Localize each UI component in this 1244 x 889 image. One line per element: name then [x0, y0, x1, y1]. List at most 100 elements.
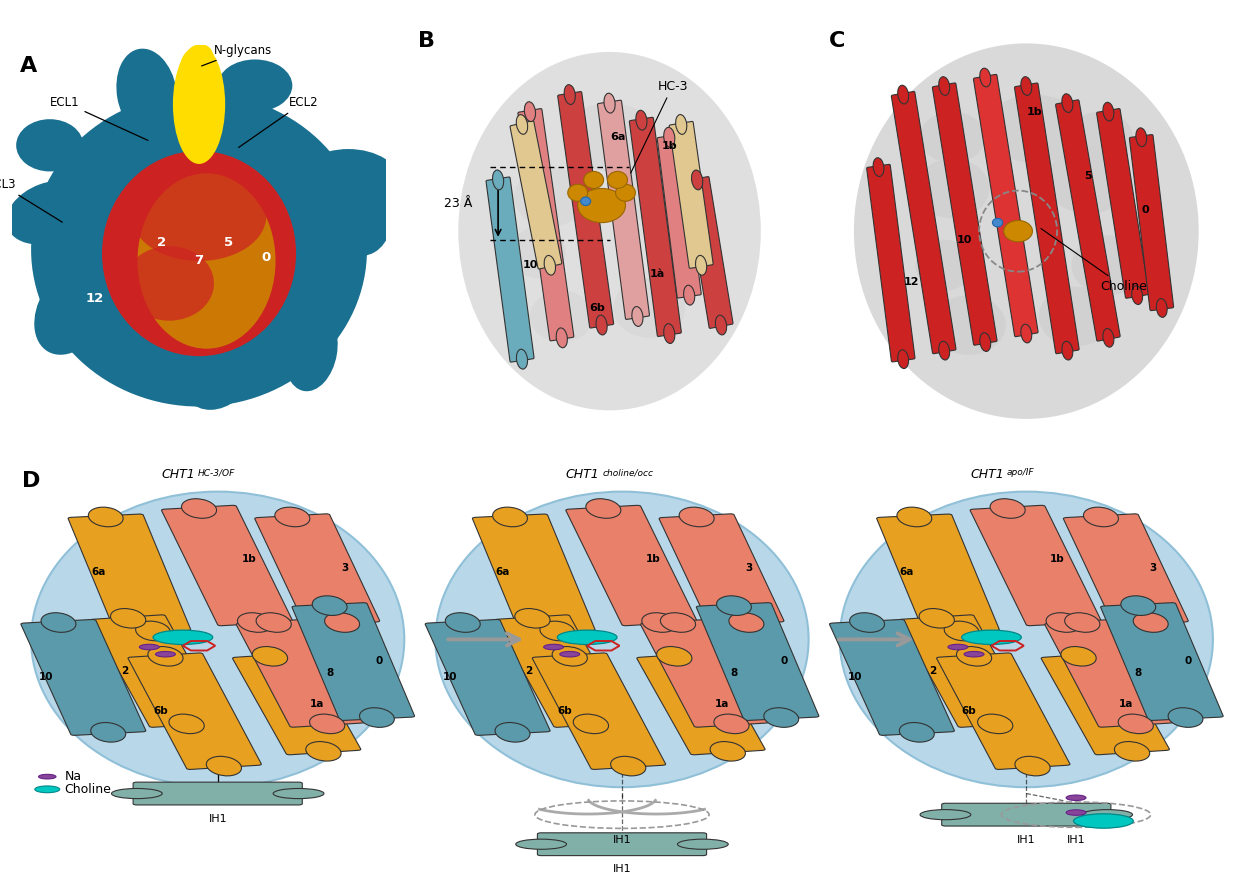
- Text: 10: 10: [522, 260, 537, 270]
- Text: CHT1: CHT1: [970, 469, 1004, 481]
- FancyBboxPatch shape: [537, 833, 707, 855]
- Text: 1à: 1à: [649, 268, 666, 279]
- FancyBboxPatch shape: [1101, 603, 1223, 720]
- Text: ECL3: ECL3: [0, 178, 62, 222]
- Ellipse shape: [516, 115, 527, 134]
- Ellipse shape: [435, 492, 809, 788]
- Text: 0: 0: [376, 655, 383, 666]
- FancyBboxPatch shape: [937, 653, 1070, 770]
- Ellipse shape: [1074, 813, 1133, 829]
- Ellipse shape: [253, 646, 287, 666]
- Ellipse shape: [156, 652, 175, 657]
- Ellipse shape: [458, 52, 761, 411]
- Ellipse shape: [285, 310, 337, 391]
- Text: IH1: IH1: [1067, 835, 1085, 845]
- Ellipse shape: [565, 84, 575, 105]
- Text: 6a: 6a: [495, 567, 510, 577]
- FancyBboxPatch shape: [867, 164, 916, 362]
- FancyBboxPatch shape: [1097, 108, 1149, 298]
- Text: 2: 2: [525, 666, 532, 676]
- Ellipse shape: [6, 180, 93, 244]
- Ellipse shape: [764, 708, 799, 727]
- Text: 5: 5: [1084, 171, 1092, 180]
- Text: B: B: [418, 30, 435, 51]
- Ellipse shape: [980, 332, 990, 351]
- FancyBboxPatch shape: [1130, 134, 1173, 310]
- Ellipse shape: [180, 48, 210, 85]
- Ellipse shape: [1133, 613, 1168, 632]
- Ellipse shape: [35, 786, 60, 793]
- Ellipse shape: [1118, 714, 1153, 733]
- Ellipse shape: [124, 246, 214, 321]
- Text: choline/occ: choline/occ: [602, 469, 653, 477]
- Ellipse shape: [899, 723, 934, 742]
- Ellipse shape: [607, 172, 627, 188]
- Ellipse shape: [661, 613, 695, 632]
- FancyBboxPatch shape: [1015, 83, 1079, 354]
- Ellipse shape: [919, 609, 954, 628]
- Ellipse shape: [325, 613, 360, 632]
- FancyBboxPatch shape: [68, 514, 190, 634]
- Text: 0: 0: [1142, 204, 1149, 215]
- Text: 3: 3: [745, 563, 753, 573]
- Ellipse shape: [919, 112, 985, 163]
- Ellipse shape: [91, 723, 126, 742]
- Ellipse shape: [1067, 112, 1133, 163]
- Ellipse shape: [321, 183, 391, 256]
- Ellipse shape: [962, 630, 1021, 645]
- Ellipse shape: [605, 93, 615, 113]
- Ellipse shape: [1082, 810, 1132, 820]
- Ellipse shape: [1084, 507, 1118, 527]
- Ellipse shape: [510, 227, 566, 278]
- Ellipse shape: [192, 44, 214, 75]
- FancyBboxPatch shape: [641, 620, 769, 727]
- Text: CHT1: CHT1: [162, 469, 195, 481]
- FancyBboxPatch shape: [425, 620, 550, 735]
- Text: IH1: IH1: [1018, 835, 1035, 845]
- FancyBboxPatch shape: [637, 653, 765, 755]
- Ellipse shape: [274, 789, 323, 798]
- Ellipse shape: [642, 613, 677, 632]
- Ellipse shape: [516, 349, 527, 369]
- Ellipse shape: [1103, 329, 1113, 347]
- Text: HC-3/OF: HC-3/OF: [198, 469, 235, 477]
- FancyBboxPatch shape: [1056, 100, 1120, 341]
- FancyBboxPatch shape: [892, 92, 955, 354]
- Ellipse shape: [560, 652, 580, 657]
- Ellipse shape: [544, 255, 556, 275]
- FancyBboxPatch shape: [1045, 620, 1173, 727]
- FancyBboxPatch shape: [91, 615, 224, 727]
- Ellipse shape: [256, 613, 291, 632]
- FancyBboxPatch shape: [486, 177, 534, 362]
- Ellipse shape: [136, 621, 170, 641]
- Ellipse shape: [939, 76, 949, 95]
- Text: 0: 0: [780, 655, 787, 666]
- FancyBboxPatch shape: [532, 653, 666, 770]
- Ellipse shape: [675, 115, 687, 134]
- Ellipse shape: [1046, 613, 1081, 632]
- FancyBboxPatch shape: [128, 653, 261, 770]
- Text: 5: 5: [224, 236, 234, 249]
- Text: 23 Å: 23 Å: [444, 196, 473, 210]
- Ellipse shape: [613, 278, 685, 338]
- Ellipse shape: [916, 158, 989, 219]
- FancyBboxPatch shape: [133, 782, 302, 805]
- Ellipse shape: [530, 291, 593, 342]
- Ellipse shape: [312, 596, 347, 615]
- Ellipse shape: [1015, 757, 1050, 776]
- Text: 1a: 1a: [714, 699, 729, 709]
- Ellipse shape: [562, 103, 657, 172]
- Ellipse shape: [445, 613, 480, 632]
- Text: 1b: 1b: [662, 140, 677, 151]
- FancyBboxPatch shape: [629, 117, 682, 336]
- Ellipse shape: [577, 188, 626, 222]
- Ellipse shape: [692, 170, 703, 190]
- Ellipse shape: [111, 609, 146, 628]
- Ellipse shape: [1071, 236, 1146, 295]
- Ellipse shape: [153, 630, 213, 645]
- Ellipse shape: [183, 343, 253, 410]
- Text: 12: 12: [86, 292, 103, 305]
- FancyBboxPatch shape: [597, 100, 649, 319]
- Ellipse shape: [296, 149, 401, 216]
- Ellipse shape: [948, 645, 968, 650]
